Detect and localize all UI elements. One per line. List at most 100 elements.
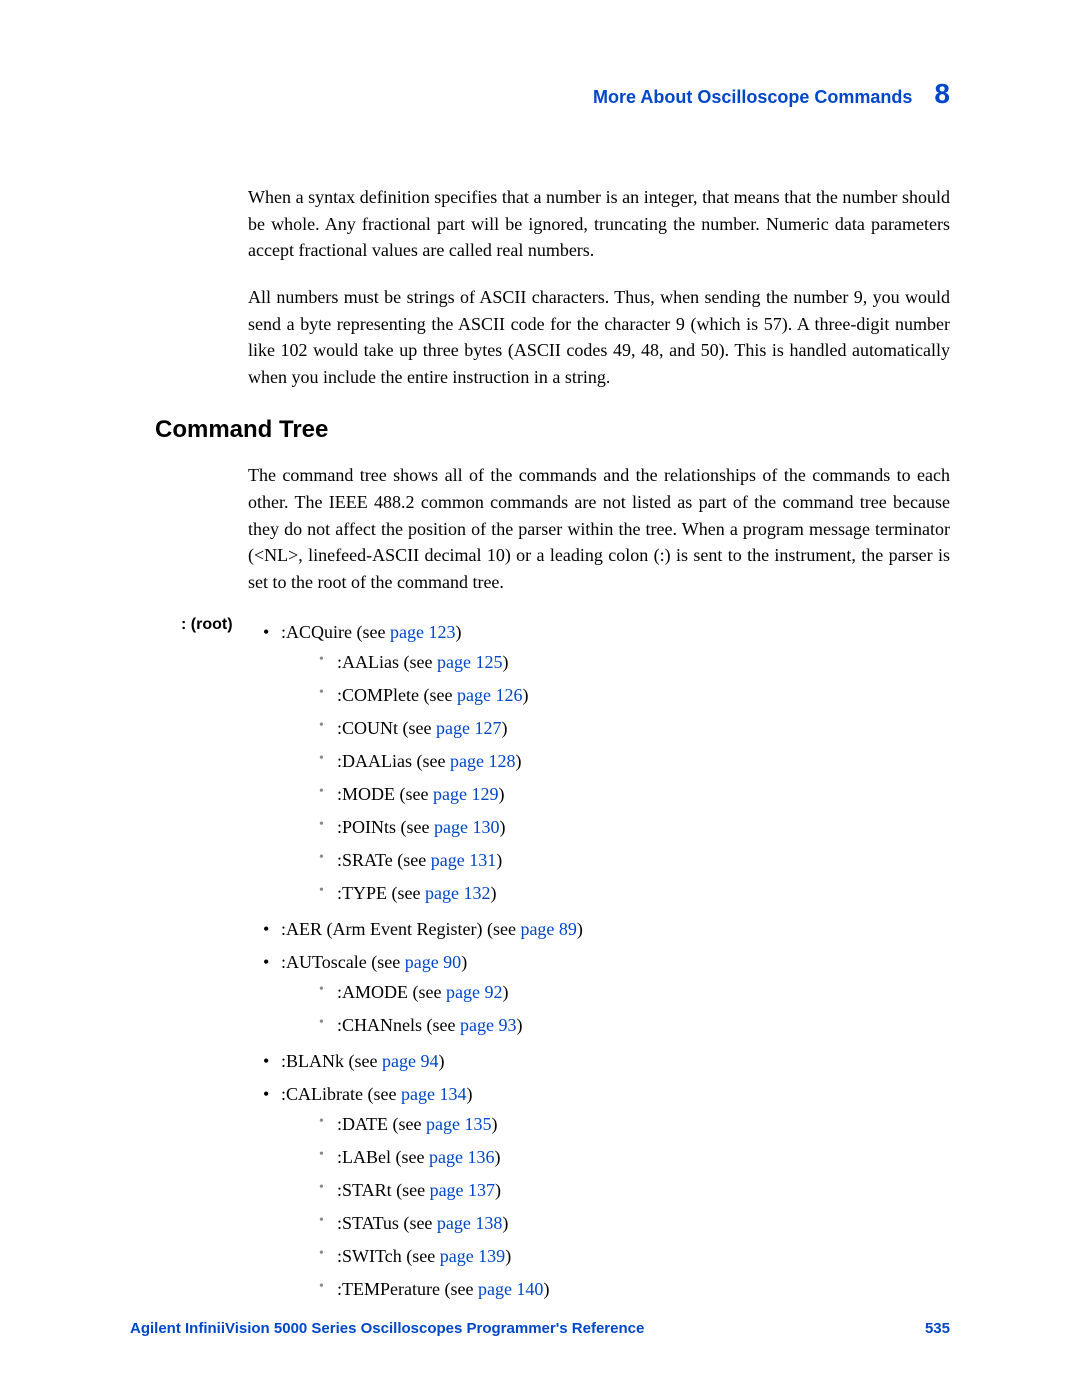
page-link[interactable]: page 94 — [382, 1051, 438, 1071]
see-label: see — [430, 685, 457, 705]
paren-close: ) — [505, 1246, 511, 1266]
command-name: :AUToscale ( — [281, 952, 377, 972]
command-name: :BLANk ( — [281, 1051, 355, 1071]
paren-close: ) — [490, 883, 496, 903]
chapter-number: 8 — [934, 78, 950, 109]
tree-item: :AMODE (see page 92) — [319, 975, 950, 1008]
see-label: see — [493, 919, 520, 939]
footer-doc-title: Agilent InfiniiVision 5000 Series Oscill… — [130, 1320, 644, 1337]
header-title: More About Oscilloscope Commands — [593, 87, 912, 107]
page-link[interactable]: page 93 — [460, 1015, 516, 1035]
page-link[interactable]: page 125 — [437, 652, 502, 672]
tree-sublist: :AMODE (see page 92):CHANnels (see page … — [319, 975, 950, 1041]
page-link[interactable]: page 135 — [426, 1114, 491, 1134]
see-label: see — [355, 1051, 382, 1071]
page-link[interactable]: page 92 — [446, 982, 502, 1002]
see-label: see — [407, 817, 434, 837]
page-link[interactable]: page 136 — [429, 1147, 494, 1167]
paren-close: ) — [501, 718, 507, 738]
see-label: see — [399, 1114, 426, 1134]
page-link[interactable]: page 128 — [450, 751, 515, 771]
see-label: see — [422, 751, 449, 771]
tree-item: :AALias (see page 125) — [319, 645, 950, 678]
command-name: :AALias ( — [337, 652, 409, 672]
tree-item: :AUToscale (see page 90):AMODE (see page… — [263, 946, 950, 1045]
page-link[interactable]: page 137 — [430, 1180, 495, 1200]
page-link[interactable]: page 123 — [390, 622, 455, 642]
tree-item: :SWITch (see page 139) — [319, 1239, 950, 1272]
paren-close: ) — [515, 751, 521, 771]
command-name: :CALibrate ( — [281, 1084, 373, 1104]
tree-sublist: :DATE (see page 135):LABel (see page 136… — [319, 1107, 950, 1305]
see-label: see — [406, 784, 433, 804]
tree-item: :BLANk (see page 94) — [263, 1045, 950, 1078]
tree-item: :POINts (see page 130) — [319, 810, 950, 843]
section-heading: Command Tree — [155, 416, 950, 444]
command-name: :COMPlete ( — [337, 685, 430, 705]
paren-close: ) — [466, 1084, 472, 1104]
command-name: :AER (Arm Event Register) ( — [281, 919, 493, 939]
page-link[interactable]: page 126 — [457, 685, 522, 705]
command-name: :DATE ( — [337, 1114, 399, 1134]
intro-paragraph-1: When a syntax definition specifies that … — [248, 184, 950, 264]
page-link[interactable]: page 129 — [433, 784, 498, 804]
paren-close: ) — [455, 622, 461, 642]
tree-item: :COUNt (see page 127) — [319, 711, 950, 744]
paren-close: ) — [499, 817, 505, 837]
see-label: see — [412, 1246, 439, 1266]
command-name: :COUNt ( — [337, 718, 409, 738]
page-link[interactable]: page 139 — [440, 1246, 505, 1266]
page-link[interactable]: page 132 — [425, 883, 490, 903]
command-name: :POINts ( — [337, 817, 407, 837]
tree-item: :ACQuire (see page 123):AALias (see page… — [263, 616, 950, 913]
command-name: :TYPE ( — [337, 883, 398, 903]
paren-close: ) — [577, 919, 583, 939]
paren-close: ) — [494, 1147, 500, 1167]
page-link[interactable]: page 130 — [434, 817, 499, 837]
command-name: :MODE ( — [337, 784, 406, 804]
page-link[interactable]: page 138 — [437, 1213, 502, 1233]
page-link[interactable]: page 89 — [520, 919, 576, 939]
see-label: see — [450, 1279, 477, 1299]
see-label: see — [419, 982, 446, 1002]
see-label: see — [409, 652, 436, 672]
command-name: :TEMPerature ( — [337, 1279, 450, 1299]
tree-list: :ACQuire (see page 123):AALias (see page… — [263, 616, 950, 1309]
tree-item: :SRATe (see page 131) — [319, 843, 950, 876]
tree-item: :CHANnels (see page 93) — [319, 1008, 950, 1041]
tree-item: :MODE (see page 129) — [319, 777, 950, 810]
tree-item: :STATus (see page 138) — [319, 1206, 950, 1239]
page-link[interactable]: page 134 — [401, 1084, 466, 1104]
see-label: see — [402, 1147, 429, 1167]
command-tree: : (root) :ACQuire ( see page 123) :AALias … — [155, 616, 950, 1309]
tree-item: :COMPlete (see page 126) — [319, 678, 950, 711]
see-label: see — [373, 1084, 400, 1104]
paren-close: ) — [438, 1051, 444, 1071]
see-label: see — [402, 1180, 429, 1200]
paren-close: ) — [498, 784, 504, 804]
paren-close: ) — [495, 1180, 501, 1200]
see-label: see — [398, 883, 425, 903]
paren-close: ) — [516, 1015, 522, 1035]
command-name: :SRATe ( — [337, 850, 403, 870]
tree-item: :CALibrate (see page 134):DATE (see page… — [263, 1078, 950, 1309]
see-label: see — [409, 718, 436, 738]
command-name: :ACQuire ( — [281, 622, 362, 642]
see-label: see — [409, 1213, 436, 1233]
page-link[interactable]: page 127 — [436, 718, 501, 738]
command-name: :AMODE ( — [337, 982, 419, 1002]
intro-paragraph-2: All numbers must be strings of ASCII cha… — [248, 284, 950, 391]
paren-close: ) — [491, 1114, 497, 1134]
root-label: : (root) — [181, 616, 233, 634]
paren-close: ) — [543, 1279, 549, 1299]
see-label: see — [433, 1015, 460, 1035]
tree-item: :DATE (see page 135) — [319, 1107, 950, 1140]
page-link[interactable]: page 90 — [405, 952, 461, 972]
paren-close: ) — [522, 685, 528, 705]
tree-item: :TYPE (see page 132) — [319, 876, 950, 909]
page-link[interactable]: page 131 — [431, 850, 496, 870]
page-link[interactable]: page 140 — [478, 1279, 543, 1299]
tree-item: :LABel (see page 136) — [319, 1140, 950, 1173]
tree-item: :DAALias (see page 128) — [319, 744, 950, 777]
paren-close: ) — [502, 1213, 508, 1233]
